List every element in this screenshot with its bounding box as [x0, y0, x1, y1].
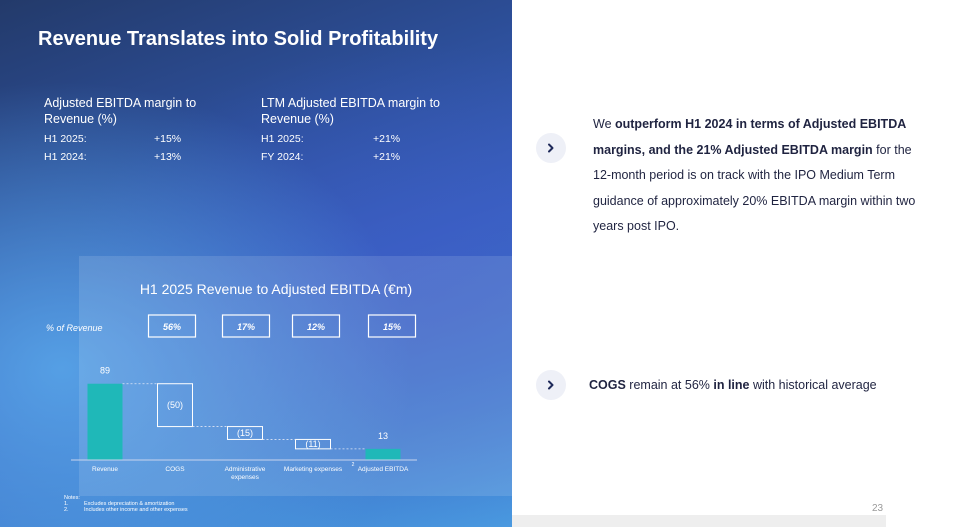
pct-value: 12%	[307, 322, 325, 332]
kpi-heading: LTM Adjusted EBITDA margin to Revenue (%…	[261, 96, 441, 126]
kpi-label: H1 2025:	[44, 133, 87, 145]
notes: Notes: 1. Excludes depreciation & amorti…	[64, 495, 188, 513]
left-panel: Revenue Translates into Solid Profitabil…	[0, 0, 512, 527]
bar-revenue	[87, 383, 123, 460]
data-label: (15)	[237, 428, 253, 438]
chart-title: H1 2025 Revenue to Adjusted EBITDA (€m)	[140, 281, 412, 297]
bullet-point-2	[536, 370, 566, 400]
key-point-2: COGS remain at 56% in line with historic…	[589, 378, 877, 392]
page-number: 23	[872, 503, 884, 514]
kpi-value: +13%	[154, 151, 182, 163]
kpi-label: H1 2025:	[261, 133, 304, 145]
emphasis: COGS	[589, 378, 626, 392]
pct-box	[221, 314, 271, 338]
category-label: Marketing expenses	[284, 466, 343, 473]
kpi-value: +15%	[154, 133, 182, 145]
bar-step	[227, 426, 263, 440]
data-label: (11)	[305, 439, 320, 449]
emphasis: in line	[713, 378, 750, 392]
note-item: 2. Includes other income and other expen…	[64, 507, 188, 513]
kpi-heading: Adjusted EBITDA margin to Revenue (%)	[44, 96, 197, 126]
pct-value: 15%	[383, 322, 401, 332]
note-text: Excludes depreciation & amortization	[84, 501, 175, 507]
note-text: Includes other income and other expenses	[84, 507, 188, 513]
kpi-row: H1 2025: +15%	[44, 133, 224, 145]
chevron-right-icon	[548, 380, 554, 390]
footnote-marker: 2	[352, 462, 355, 468]
pct-box	[291, 314, 341, 338]
kpi-ebitda-margin: Adjusted EBITDA margin to Revenue (%) H1…	[44, 95, 224, 163]
pct-value: 56%	[163, 322, 181, 332]
pct-box	[367, 314, 417, 338]
pct-of-revenue-label: % of Revenue	[46, 323, 103, 333]
slide-title: Revenue Translates into Solid Profitabil…	[38, 28, 439, 50]
bullet-point-1	[536, 133, 566, 163]
kpi-ltm-ebitda-margin: LTM Adjusted EBITDA margin to Revenue (%…	[261, 95, 441, 163]
pct-value: 17%	[237, 322, 255, 332]
key-point-1: We outperform H1 2024 in terms of Adjust…	[593, 117, 916, 233]
data-label: 13	[378, 431, 388, 441]
kpi-value: +21%	[373, 133, 401, 145]
category-label: Adjusted EBITDA	[358, 466, 409, 473]
kpi-row: FY 2024: +21%	[261, 151, 441, 163]
note-item: 1. Excludes depreciation & amortization	[64, 501, 188, 507]
footer-bar	[512, 515, 886, 527]
category-label: expenses	[231, 474, 260, 481]
kpi-label: FY 2024:	[261, 151, 304, 163]
data-label: (50)	[167, 400, 183, 410]
notes-heading: Notes:	[64, 495, 80, 501]
kpi-row: H1 2024: +13%	[44, 151, 224, 163]
kpi-value: +21%	[373, 151, 401, 163]
waterfall-chart: H1 2025 Revenue to Adjusted EBITDA (€m)%…	[46, 281, 417, 481]
chevron-right-icon	[548, 143, 554, 153]
bar-step	[157, 383, 193, 428]
note-number: 2.	[64, 507, 69, 513]
pct-box	[147, 314, 197, 338]
kpi-row: H1 2025: +21%	[261, 133, 441, 145]
category-label: Revenue	[92, 466, 118, 473]
data-label: 89	[100, 366, 110, 376]
category-label: COGS	[165, 466, 185, 473]
kpi-label: H1 2024:	[44, 151, 87, 163]
bar-step	[295, 438, 331, 450]
chart-panel: H1 2025 Revenue to Adjusted EBITDA (€m)%…	[46, 256, 512, 496]
bar-adjusted-ebitda	[365, 448, 401, 460]
emphasis: outperform H1 2024 in terms of Adjusted …	[593, 117, 906, 157]
category-label: Administrative	[225, 466, 266, 473]
note-number: 1.	[64, 501, 69, 507]
